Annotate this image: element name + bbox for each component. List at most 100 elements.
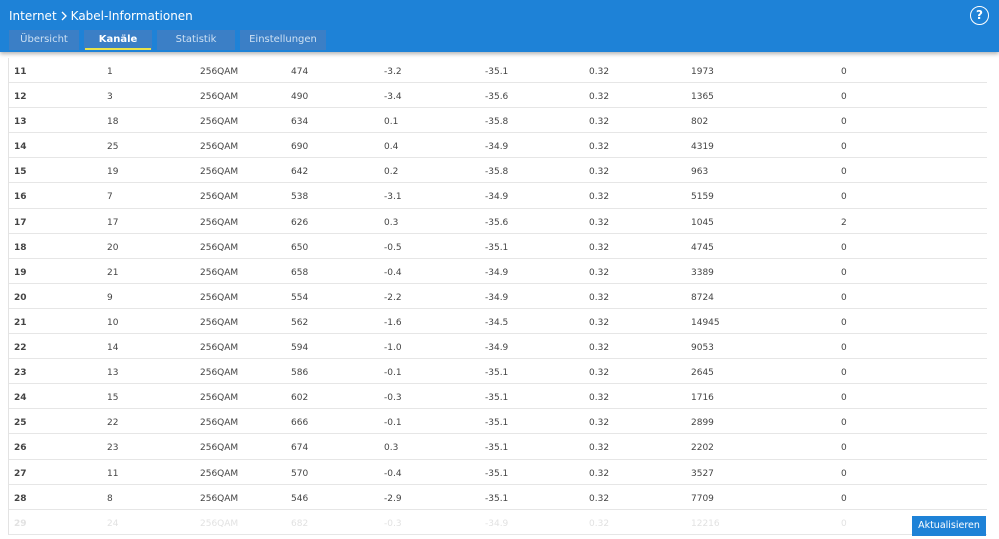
cell: 554 <box>291 292 309 303</box>
cell: -35.8 <box>485 117 509 128</box>
cell: 562 <box>291 317 309 328</box>
cell: 14 <box>14 142 27 153</box>
table-row: 14 25 256QAM 690 0.4 -34.9 0.32 4319 0 <box>9 133 987 159</box>
cell: 18 <box>14 242 27 253</box>
cell: 594 <box>291 343 309 354</box>
cell: -35.1 <box>485 67 509 77</box>
cell: 256QAM <box>200 393 239 404</box>
cell: -34.5 <box>485 317 509 328</box>
table-row: 23 13 256QAM 586 -0.1 -35.1 0.32 2645 0 <box>9 359 987 385</box>
cell: 626 <box>291 217 309 228</box>
tab[interactable]: Kanäle <box>84 30 152 50</box>
cell: 0.32 <box>589 343 610 354</box>
cell: 602 <box>291 393 309 404</box>
crumb[interactable]: Internet <box>9 9 57 23</box>
cell: 256QAM <box>200 217 239 228</box>
cell: -35.6 <box>485 92 509 103</box>
cell: 21 <box>107 267 119 278</box>
cell: 17 <box>107 217 119 228</box>
cell: 3527 <box>691 468 714 479</box>
cell: 4745 <box>691 242 714 253</box>
cell: -34.9 <box>485 192 509 203</box>
cell: 14 <box>107 343 119 354</box>
table-row: 20 9 256QAM 554 -2.2 -34.9 0.32 8724 0 <box>9 284 987 309</box>
cell: 3 <box>107 92 113 103</box>
cell: 25 <box>107 142 119 153</box>
cell: -35.1 <box>485 468 509 479</box>
table-row: 11 1 256QAM 474 -3.2 -35.1 0.32 1973 0 <box>9 58 987 84</box>
cell: 13 <box>14 117 27 128</box>
cell: 256QAM <box>200 368 239 379</box>
cell: 256QAM <box>200 142 239 153</box>
tab[interactable]: Statistik <box>157 30 235 50</box>
cell: 666 <box>291 418 309 429</box>
cell: 256QAM <box>200 493 239 504</box>
cell: 0.32 <box>589 518 610 529</box>
cell: 0.32 <box>589 468 610 479</box>
cell: 22 <box>107 418 119 429</box>
cell: 1 <box>107 67 113 77</box>
tab-label: Statistik <box>175 34 217 45</box>
cell: 0 <box>841 92 847 103</box>
cell: -0.3 <box>384 393 402 404</box>
cell: 1365 <box>691 92 714 103</box>
cell: -0.4 <box>384 468 402 479</box>
cell: 256QAM <box>200 267 239 278</box>
cell: 0.2 <box>384 167 399 178</box>
cell: 4319 <box>691 142 714 153</box>
tab[interactable]: Einstellungen <box>240 30 326 50</box>
cell: 0.32 <box>589 242 610 253</box>
cell: 19 <box>107 167 119 178</box>
cell: 17 <box>14 217 27 228</box>
cell: 24 <box>14 393 27 404</box>
cell: 2202 <box>691 443 714 454</box>
cell: 13 <box>107 368 119 379</box>
cell: 1716 <box>691 393 714 404</box>
cell: 20 <box>107 242 119 253</box>
help-button[interactable]: ? <box>970 6 989 25</box>
cell: 546 <box>291 493 309 504</box>
cell: 682 <box>291 518 309 529</box>
cell: 0.32 <box>589 267 610 278</box>
cell: -35.1 <box>485 443 509 454</box>
cell: 0.3 <box>384 217 399 228</box>
cell: 256QAM <box>200 167 239 178</box>
cell: 256QAM <box>200 418 239 429</box>
cell: 256QAM <box>200 468 239 479</box>
cell: 0.32 <box>589 393 610 404</box>
cell: 658 <box>291 267 309 278</box>
cell: 0.32 <box>589 92 610 103</box>
tabs: Übersicht Kanäle Statistik Einstellungen <box>9 30 326 50</box>
cell: -35.8 <box>485 167 509 178</box>
refresh-button[interactable]: Aktualisieren <box>912 516 986 536</box>
table-row: 26 23 256QAM 674 0.3 -35.1 0.32 2202 0 <box>9 434 987 460</box>
cell: 0 <box>841 292 847 303</box>
cell: 0.4 <box>384 142 399 153</box>
chevron <box>61 11 67 21</box>
cell: 2645 <box>691 368 714 379</box>
cell: -34.9 <box>485 142 509 153</box>
cell: 642 <box>291 167 309 178</box>
tab-label: Übersicht <box>20 34 68 45</box>
table-row: 28 8 256QAM 546 -2.9 -35.1 0.32 7709 0 <box>9 485 987 510</box>
cell: 20 <box>14 292 27 303</box>
cell: 0 <box>841 67 847 77</box>
cell: 0.32 <box>589 493 610 504</box>
cell: 16 <box>14 192 27 203</box>
table-row: 29 24 256QAM 682 -0.3 -34.9 0.32 12216 0 <box>9 510 987 535</box>
cell: -2.2 <box>384 292 402 303</box>
cell: 256QAM <box>200 343 239 354</box>
cell: 5159 <box>691 192 714 203</box>
tab[interactable]: Übersicht <box>9 30 79 50</box>
cell: 10 <box>107 317 119 328</box>
cell: -1.6 <box>384 317 402 328</box>
cell: 0 <box>841 242 847 253</box>
cell: 674 <box>291 443 309 454</box>
cell: 19 <box>14 267 27 278</box>
table-row: 21 10 256QAM 562 -1.6 -34.5 0.32 14945 0 <box>9 309 987 335</box>
cell: 474 <box>291 67 309 77</box>
cell: -0.5 <box>384 242 402 253</box>
cell: 0.1 <box>384 117 399 128</box>
cell: -35.1 <box>485 242 509 253</box>
